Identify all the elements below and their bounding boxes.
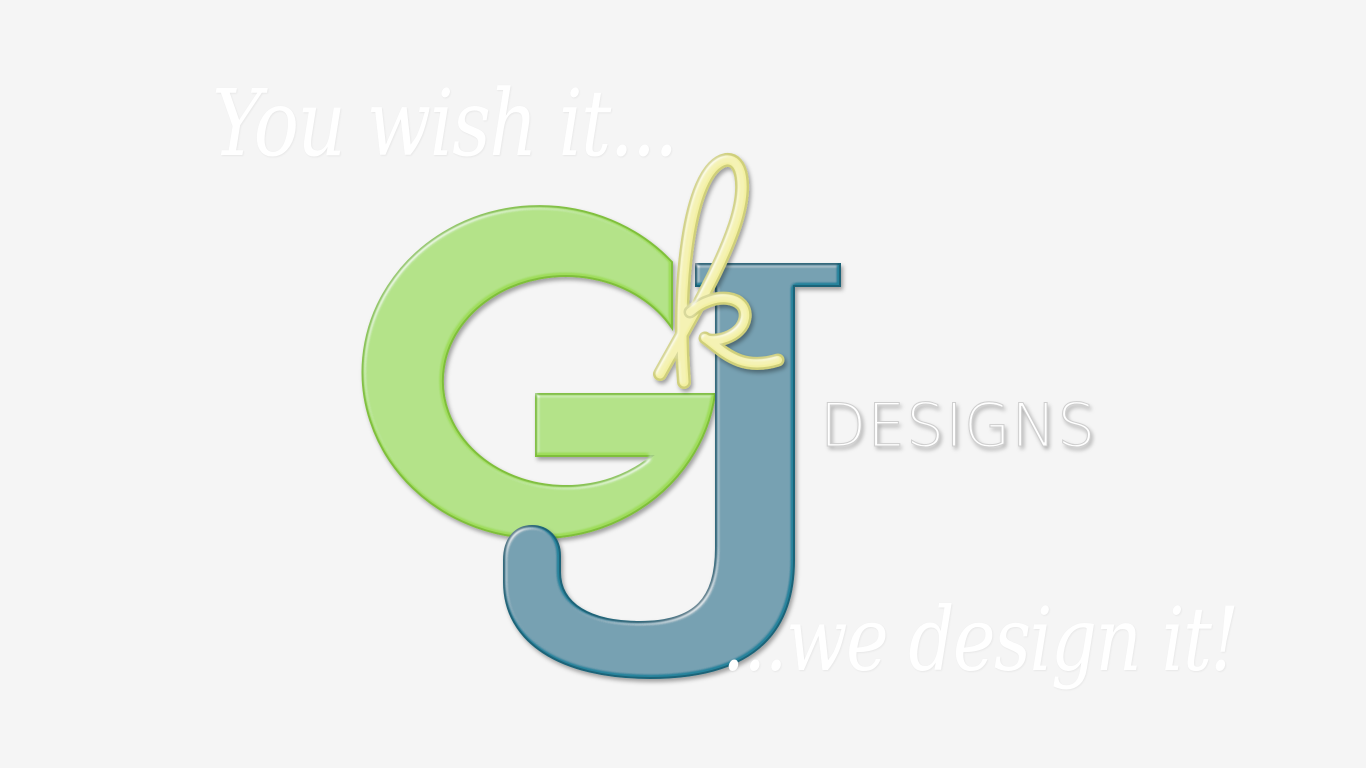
- letter-g-mark: [361, 205, 717, 540]
- script-k-mark: [653, 153, 785, 389]
- tagline-we-design-it: ...we design it!: [722, 588, 1239, 691]
- designs-wordmark: DESIGNS: [819, 391, 1097, 461]
- tagline-you-wish-it: You wish it...: [212, 70, 678, 177]
